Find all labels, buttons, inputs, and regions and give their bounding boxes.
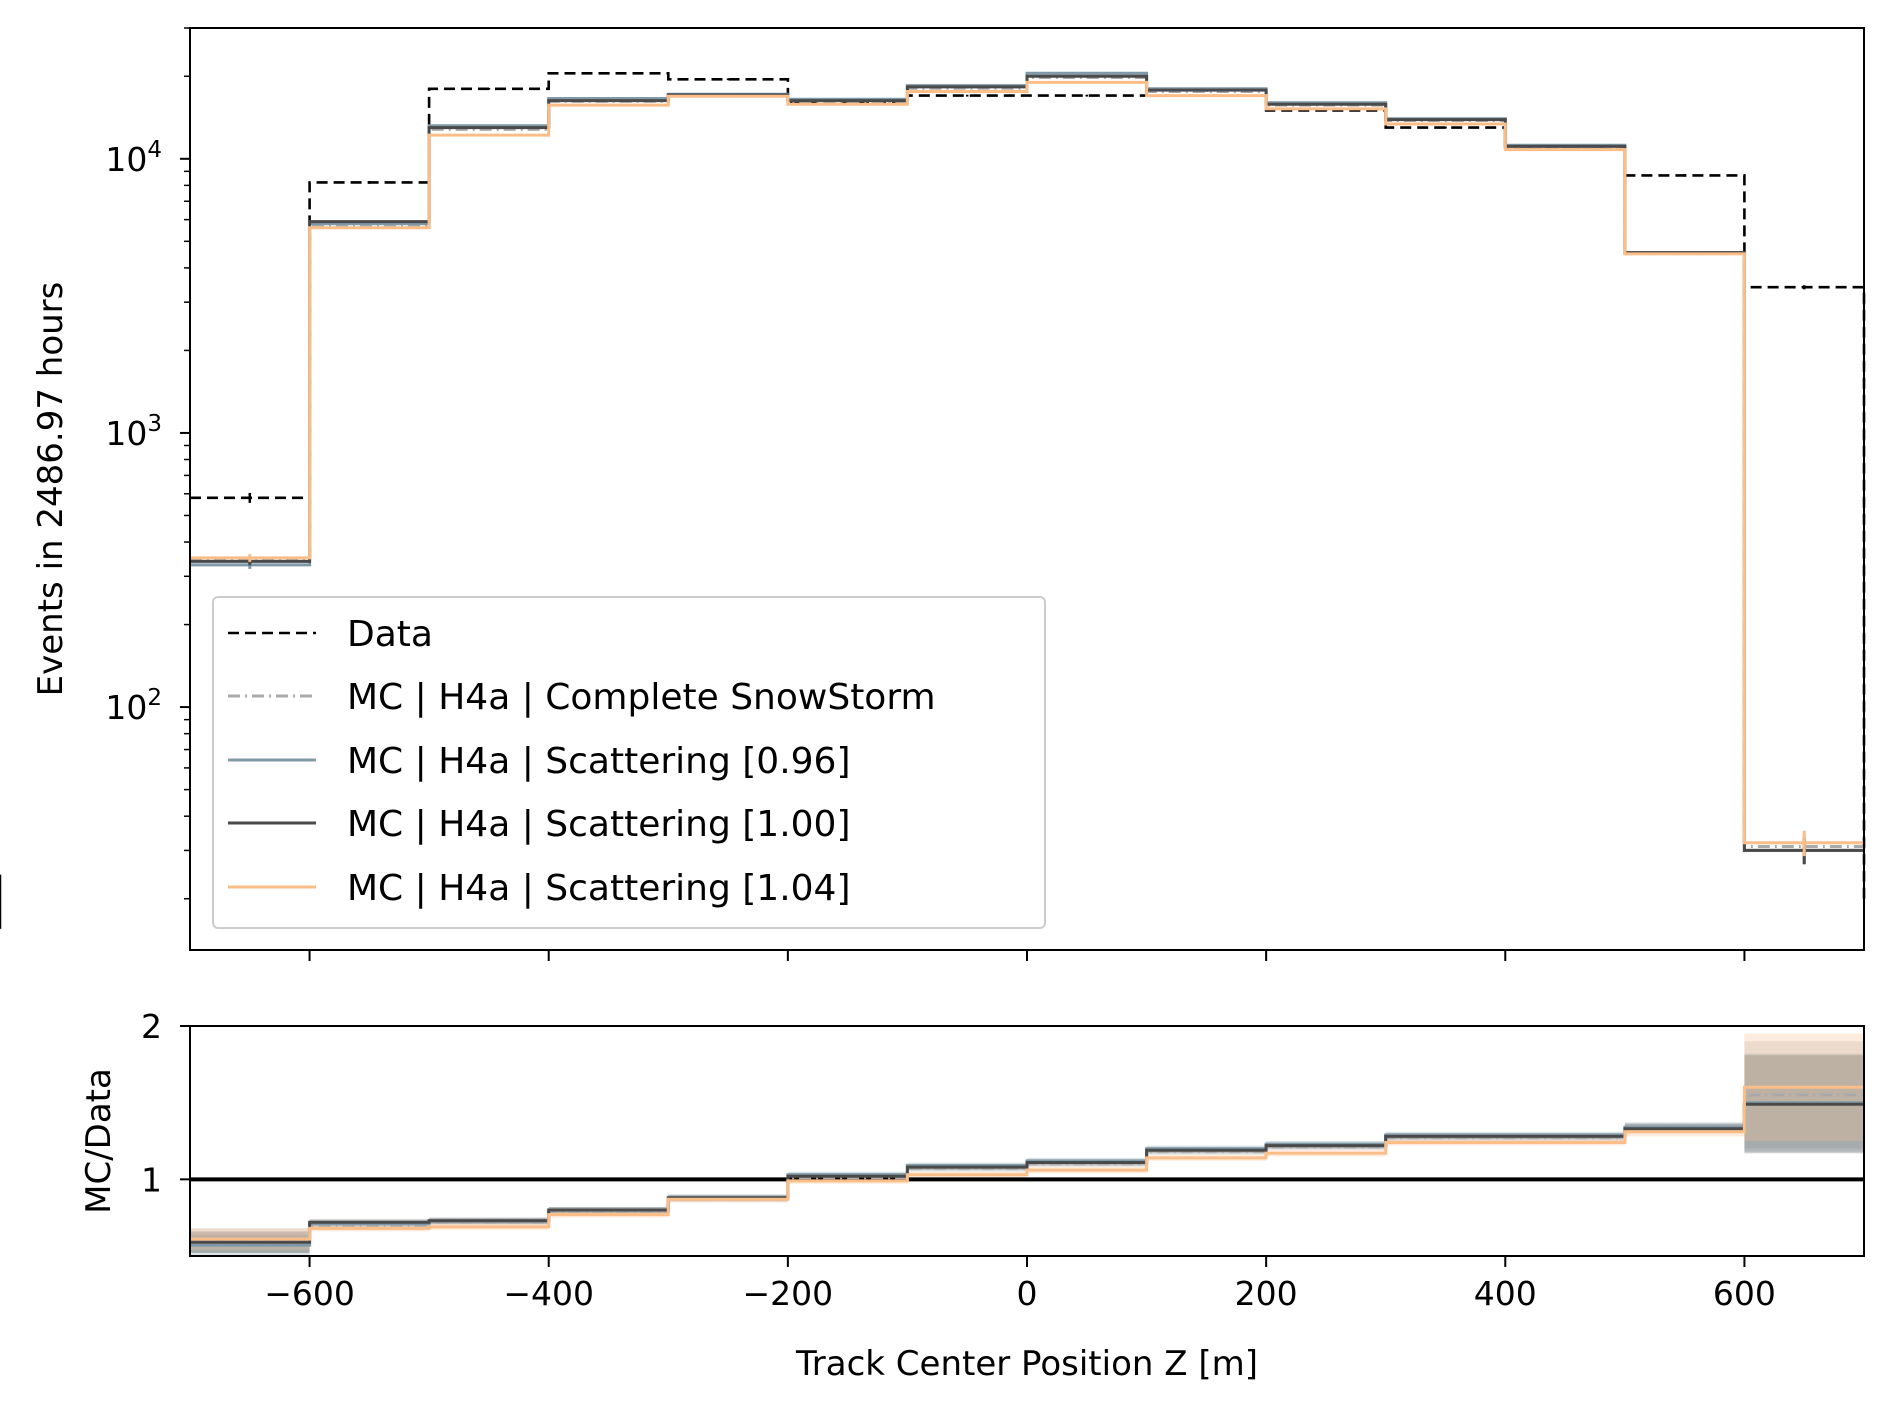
legend-label-0: Data — [347, 614, 433, 655]
x-tick-label: 200 — [1235, 1274, 1298, 1313]
ratio-panel: 12 −600 −400 −200 0 200 400 600 MC/Data Track … — [79, 1007, 1865, 1384]
x-axis-ticks: −600 −400 −200 0 200 400 600 — [264, 1256, 1776, 1313]
legend-label-4: MC | H4a | Scattering [1.04] — [347, 868, 851, 909]
y-tick-label: 103 — [105, 411, 162, 453]
ratio-band — [1385, 1134, 1506, 1141]
histogram-panel: 102 103 104 Events in 2486.97 hours — [0, 27, 1866, 961]
legend-label-3: MC | H4a | Scattering [1.00] — [347, 804, 851, 845]
y-axis-ticks: 102 103 104 — [105, 27, 190, 900]
x-tick-label: 400 — [1474, 1274, 1537, 1313]
x-axis-ticks-top — [308, 950, 1746, 961]
legend-label-1: MC | H4a | Complete SnowStorm — [347, 677, 936, 718]
x-tick-label: −600 — [264, 1274, 355, 1313]
ratio-y-tick-label: 2 — [141, 1007, 162, 1046]
x-tick-label: −200 — [743, 1274, 834, 1313]
ratio-line-2 — [190, 1102, 1864, 1244]
ratio-band — [548, 1208, 669, 1215]
x-axis-label: Track Center Position Z [m] — [795, 1344, 1258, 1384]
histogram-y-axis-label: Events in 2486.97 hours — [31, 282, 71, 697]
ratio-y-tick-label: 1 — [141, 1160, 162, 1199]
ratio-series — [190, 1033, 1864, 1256]
x-tick-label: 600 — [1713, 1274, 1776, 1313]
x-tick-label: −400 — [503, 1274, 594, 1313]
ratio-band — [1505, 1134, 1625, 1141]
legend-frame — [212, 596, 1046, 929]
ratio-y-axis-ticks: 12 — [141, 1007, 190, 1199]
y-tick-label: 104 — [105, 137, 162, 179]
x-tick-label: 0 — [1017, 1274, 1038, 1313]
legend: Data MC | H4a | Complete SnowStorm MC | H4… — [212, 596, 1046, 929]
histogram-series — [0, 71, 1866, 929]
ratio-line-3 — [190, 1085, 1864, 1241]
legend-label-2: MC | H4a | Scattering [0.96] — [347, 741, 851, 782]
y-tick-label: 102 — [105, 685, 162, 727]
ratio-y-axis-label: MC/Data — [79, 1068, 119, 1214]
